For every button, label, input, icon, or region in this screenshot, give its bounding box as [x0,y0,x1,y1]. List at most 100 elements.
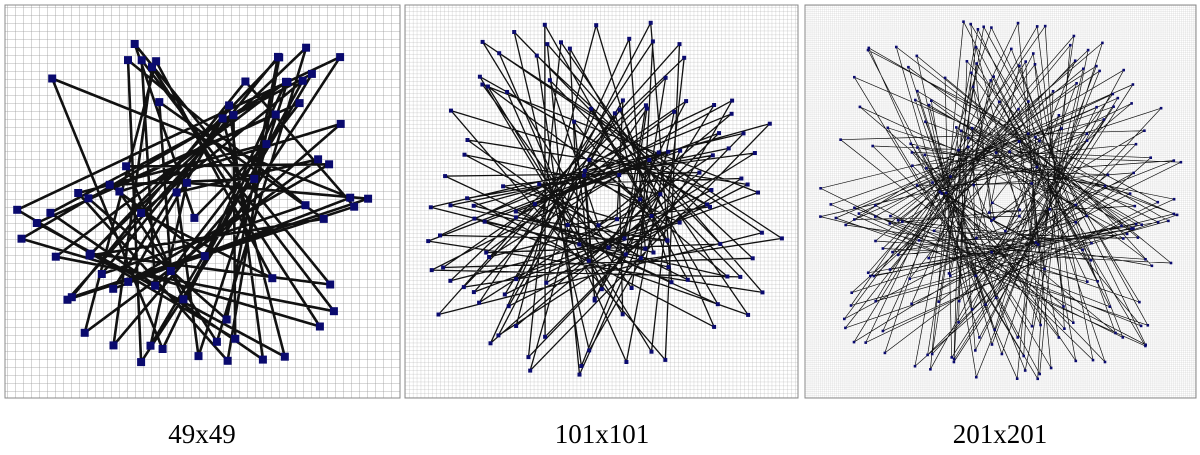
tour-node [448,203,453,208]
tour-node [223,356,232,365]
tour-node [63,295,72,304]
tour-node [426,239,431,244]
tour-node [577,372,582,377]
tour-node [913,364,917,368]
tour-node [915,184,919,187]
tour-node [1086,48,1090,52]
tour-node [1043,267,1046,271]
tour-node [461,285,466,290]
tour-node [152,57,161,66]
tour-node [651,250,656,255]
tour-node [756,190,760,195]
tour-node [907,65,910,69]
tour-node [889,214,892,218]
tour-node [705,202,709,207]
tour-node [336,53,345,62]
tour-node [665,238,670,243]
tour-node [592,296,597,301]
tour-node [1098,69,1101,73]
tour-node [480,39,485,44]
tour-node [1063,327,1066,330]
tour-node [182,178,191,187]
tour-node [537,182,542,187]
tour-node [577,242,582,247]
tour-node [275,53,284,62]
tour-node [545,42,550,47]
tour-node [512,30,517,34]
tour-node [477,300,482,305]
tour-node [547,78,552,83]
tour-node [1167,219,1170,223]
grid [804,4,1197,399]
tour-node [594,23,599,28]
tour-node [137,358,146,367]
tour-node [927,256,930,260]
tour-node [930,99,933,102]
tour-node [872,274,876,278]
tour-node [992,217,996,220]
tour-node [567,46,572,51]
tour-node [638,197,643,202]
tour-node [429,268,434,273]
tour-node [1090,241,1093,245]
tour-node [283,78,292,86]
tour-node [976,28,980,31]
tour-node [1134,222,1138,226]
tour-node [729,111,734,116]
tour-node [916,146,919,149]
tour-node [649,349,654,354]
tour-node [482,219,487,224]
tour-node [638,256,643,260]
tour-node [970,126,974,130]
tour-node [644,103,648,108]
tour-node [962,20,965,23]
tour-node [1069,43,1072,47]
tour-node [1130,102,1133,105]
tour-node [1111,92,1115,96]
tour-node [1095,105,1098,109]
tour-node [1016,336,1019,339]
tour-node [717,131,721,136]
tour-node [648,20,653,25]
tour-node [617,107,622,112]
tour-node [487,255,492,259]
tour-node [1051,90,1055,93]
tour-node [874,239,877,243]
tour-node [329,307,338,316]
tour-node [48,74,57,83]
tour-node [148,63,156,72]
tour-node [649,214,654,218]
tour-node [298,76,307,85]
tour-node [268,274,277,283]
tour-node [910,151,914,154]
panel-large [804,4,1197,399]
tour-node [990,219,993,222]
tour-node [262,140,271,149]
tour-node [650,39,655,44]
tour-node [970,308,974,311]
tour-node [931,181,934,184]
tour-node [1136,236,1140,239]
tour-node [302,43,311,52]
tour-node [124,277,133,286]
tour-node [697,170,702,175]
tour-node [888,222,892,225]
tour-node [819,215,822,218]
tour-node [471,290,476,295]
tour-node [1018,208,1021,212]
tour-node [656,150,661,155]
tour-node [105,180,114,189]
tour-node [759,230,764,235]
tour-node [364,194,373,203]
tour-node [990,250,993,254]
tour-node [295,99,304,108]
tour-node [972,183,975,187]
tour-node [917,239,921,242]
tour-node [1150,264,1154,268]
tour-node [1073,59,1077,62]
tour-node [950,356,953,359]
tour-node [1033,63,1037,66]
tour-node [212,337,221,346]
tour-node [1023,369,1027,372]
tour-node [1035,25,1039,28]
